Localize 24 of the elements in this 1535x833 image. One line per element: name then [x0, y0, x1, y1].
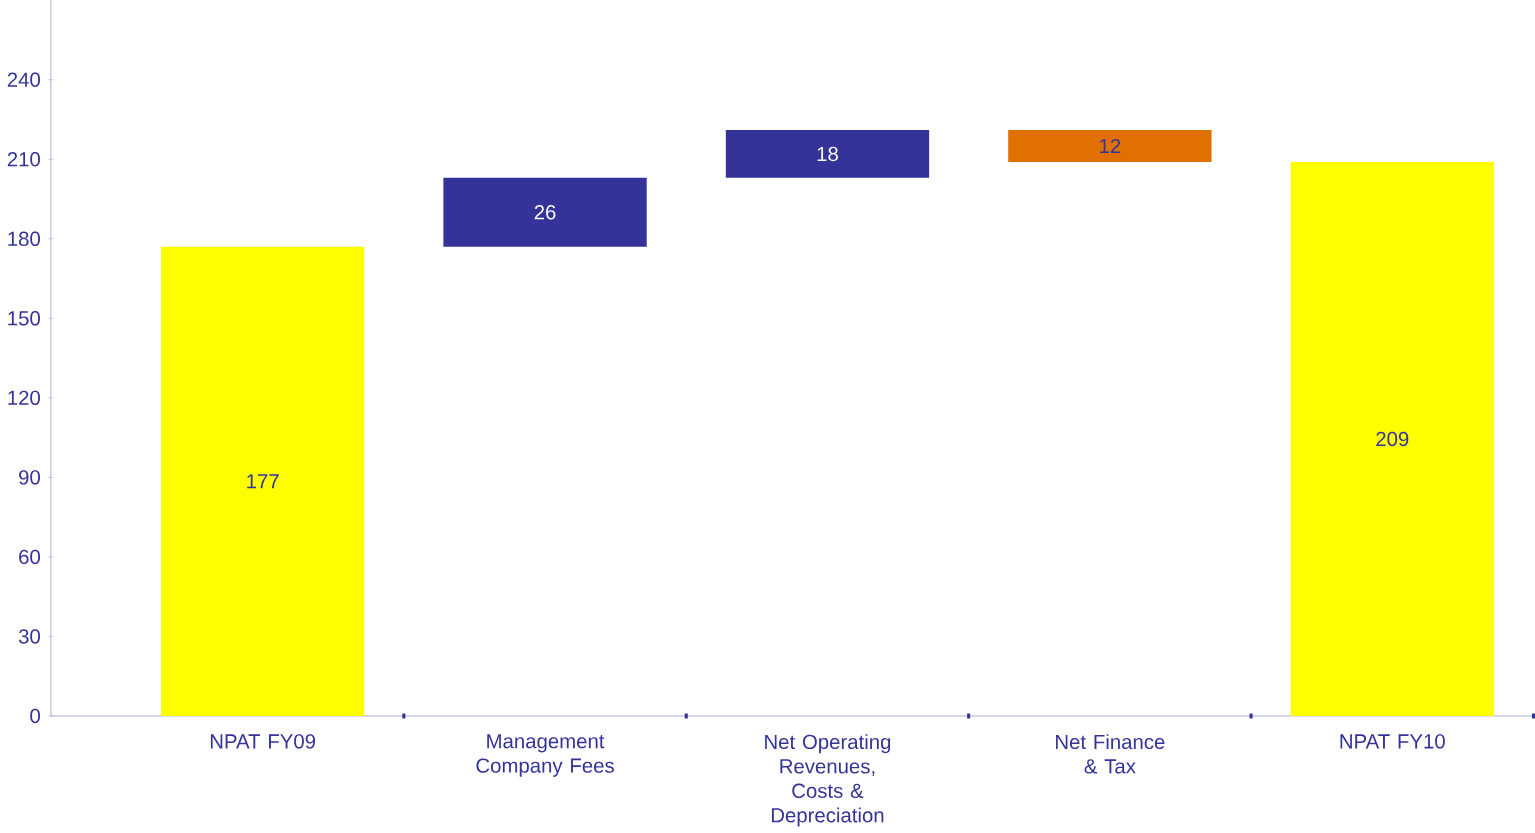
x-tick-label: Net Operating Revenues, Costs & Depreciation [765, 734, 891, 827]
data-label: 12 [1100, 138, 1121, 153]
bar [725, 129, 930, 178]
x-tick-label: Net Finance & Tax [1056, 734, 1165, 774]
y-tick-label: 150 [8, 310, 40, 326]
y-tick-label: 60 [19, 549, 40, 564]
data-label: 209 [1376, 431, 1409, 446]
y-tick-label: 30 [18, 629, 40, 644]
y-tick-label: 180 [8, 231, 40, 246]
y-tick-label: 90 [19, 470, 40, 485]
bar [443, 177, 647, 247]
data-label: 18 [817, 146, 838, 162]
y-tick-label: 210 [7, 151, 40, 167]
y-tick-label: 240 [7, 72, 40, 87]
x-tick-label: NPAT FY09 [210, 734, 316, 749]
x-tick-label: Management Company Fees [476, 734, 614, 777]
bar [1290, 161, 1494, 716]
data-label: 177 [247, 474, 279, 489]
data-label: 26 [534, 204, 556, 220]
y-tick-label: 120 [8, 390, 40, 405]
bar [1008, 129, 1212, 162]
bar [160, 246, 365, 716]
x-tick-label: NPAT FY10 [1340, 734, 1445, 749]
y-tick-label: 0 [30, 708, 40, 724]
